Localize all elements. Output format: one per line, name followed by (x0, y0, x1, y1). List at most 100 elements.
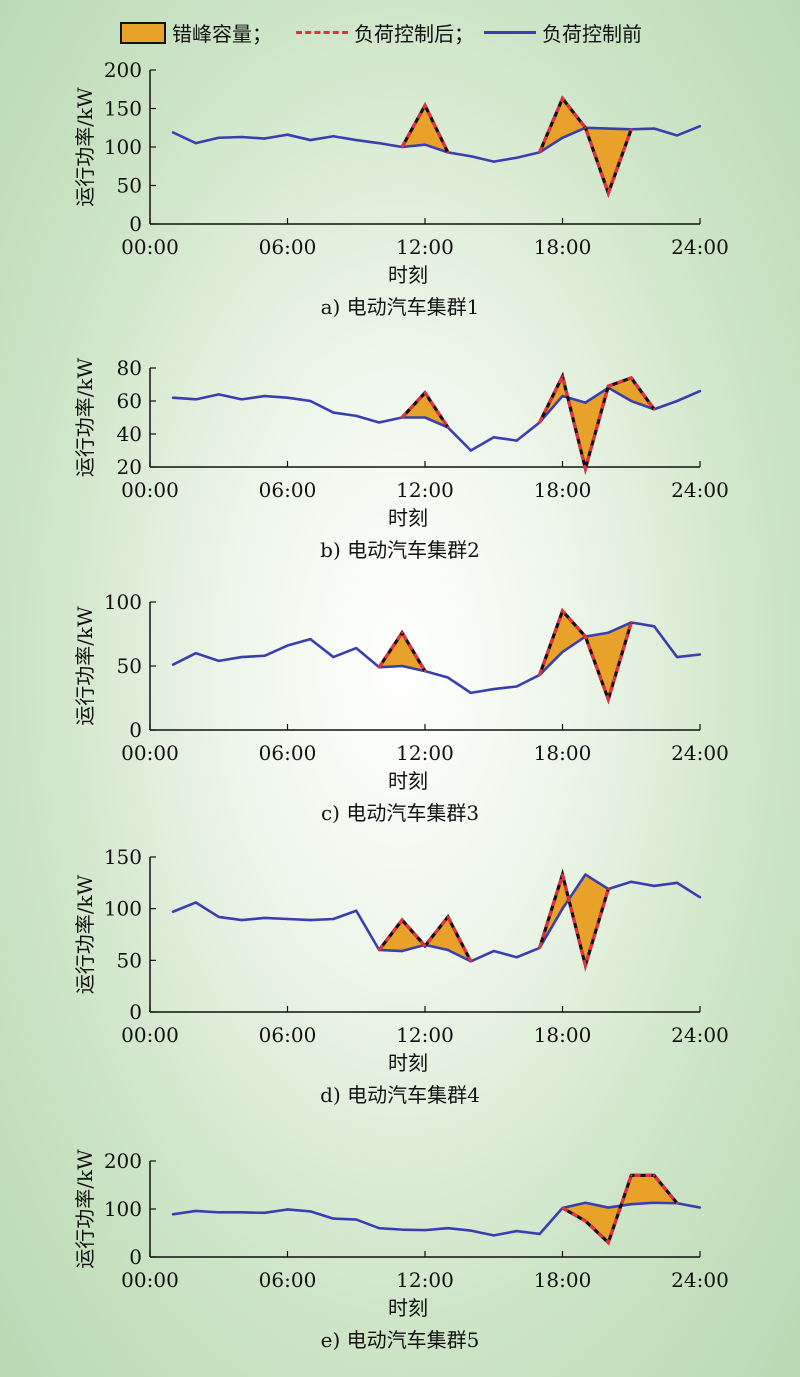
series-before-point (561, 136, 564, 139)
y-tick-label: 0 (129, 718, 142, 742)
series-after-point (423, 944, 427, 948)
x-axis-label: 时刻 (388, 263, 428, 287)
legend-label-after: 负荷控制后； (354, 22, 474, 46)
series-before-point (240, 655, 243, 659)
series-before-point (584, 873, 587, 876)
x-axis-label: 时刻 (388, 1296, 428, 1320)
legend-label-before: 负荷控制前 (542, 22, 642, 46)
chart-caption: d) 电动汽车集群4 (320, 1083, 480, 1107)
series-before-point (332, 1217, 335, 1220)
series-before-point (607, 127, 610, 130)
series-after-point (538, 421, 541, 424)
series-after-point (584, 1219, 587, 1223)
x-tick-label: 12:00 (396, 1268, 454, 1292)
x-tick-label: 18:00 (534, 1023, 592, 1047)
series-before-point (400, 949, 404, 953)
y-tick-label: 150 (104, 97, 142, 121)
x-tick-label: 00:00 (121, 478, 179, 502)
series-before-point (492, 949, 495, 953)
x-tick-label: 24:00 (671, 235, 729, 259)
peak-shift-areas (402, 376, 655, 469)
series-after-point (561, 1206, 564, 1210)
x-tick-label: 12:00 (396, 478, 454, 502)
series-before-point (698, 125, 702, 128)
x-tick-label: 00:00 (121, 235, 179, 259)
series-before-point (217, 136, 220, 139)
series-before-point (171, 1213, 175, 1216)
series-before-point (675, 655, 679, 659)
peak-shift-area-1 (402, 105, 448, 153)
series-before-point (584, 1201, 587, 1204)
series-before-point (377, 421, 381, 424)
series-before-point (423, 416, 427, 419)
series-before-point (171, 910, 175, 913)
series-before-point (355, 138, 358, 142)
y-tick-label: 20 (117, 455, 142, 479)
series-after-point (607, 698, 610, 701)
series-before-point (332, 917, 335, 921)
series-before-point (538, 1232, 541, 1236)
series-before-point (630, 880, 633, 883)
y-axis-label: 运行功率/kW (73, 606, 97, 726)
y-tick-label: 40 (117, 422, 142, 446)
legend-label-area: 错峰容量； (172, 22, 272, 46)
series-after-point (400, 145, 404, 149)
series-after-point (607, 887, 610, 891)
series-before-point (309, 1210, 312, 1213)
series-before-point (607, 631, 610, 634)
y-tick-label: 0 (129, 212, 142, 236)
x-tick-label: 12:00 (396, 741, 454, 765)
chart-caption: b) 电动汽车集群2 (320, 538, 480, 562)
series-before-point (675, 399, 679, 403)
series-before-point (515, 685, 518, 688)
y-tick-label: 100 (104, 897, 142, 921)
series-before-point (652, 127, 656, 130)
x-tick-label: 18:00 (534, 741, 592, 765)
series-before-point (194, 398, 198, 401)
y-axis-label: 运行功率/kW (73, 357, 97, 477)
series-before-point (652, 884, 656, 888)
series-before-point (309, 399, 312, 403)
series-before-point (194, 141, 198, 145)
chart-cluster-4: 0 50 100 150 00:00 06:00 12:00 18:00 24:00 运行功率/k… (73, 845, 729, 1107)
series-before-point (286, 396, 289, 399)
series-after-point (400, 631, 404, 634)
series-after-point (538, 946, 541, 950)
series-before-point (263, 394, 266, 398)
series-before-point (584, 401, 587, 404)
series-before-point (400, 1228, 404, 1231)
series-after-point (377, 948, 381, 952)
series-after-point (561, 873, 564, 876)
series-after-point (675, 1202, 679, 1205)
series-before-point (194, 901, 198, 904)
legend-item-area: 错峰容量； (120, 18, 272, 47)
x-tick-label: 24:00 (671, 1023, 729, 1047)
series-before-point (171, 131, 175, 134)
series-before-point (469, 1229, 473, 1232)
y-tick-label: 60 (117, 389, 142, 413)
series-before-point (515, 156, 518, 159)
series-before-point (171, 663, 175, 666)
series-after-point (446, 151, 450, 154)
legend: 错峰容量； 负荷控制后； 负荷控制前 (0, 0, 800, 56)
y-tick-label: 50 (117, 654, 142, 678)
peak-shift-areas (402, 98, 632, 194)
legend-item-after: 负荷控制后； (296, 18, 474, 47)
series-after-point (652, 408, 656, 411)
x-tick-label: 18:00 (534, 1268, 592, 1292)
y-tick-label: 0 (129, 1245, 142, 1269)
series-after-line-2 (538, 868, 610, 972)
peak-shift-area-1 (379, 632, 425, 672)
series-before-point (217, 915, 220, 919)
y-tick-label: 50 (117, 174, 142, 198)
series-after-point (607, 192, 610, 195)
series-before-point (469, 449, 473, 452)
series-after-point (446, 426, 450, 429)
series-before-point (492, 436, 495, 439)
series-after-point (423, 104, 427, 107)
x-tick-label: 06:00 (259, 235, 317, 259)
series-before-point (515, 439, 518, 442)
series-before-point (332, 135, 335, 138)
series-before-point (240, 1211, 243, 1214)
series-before-point (332, 411, 335, 414)
